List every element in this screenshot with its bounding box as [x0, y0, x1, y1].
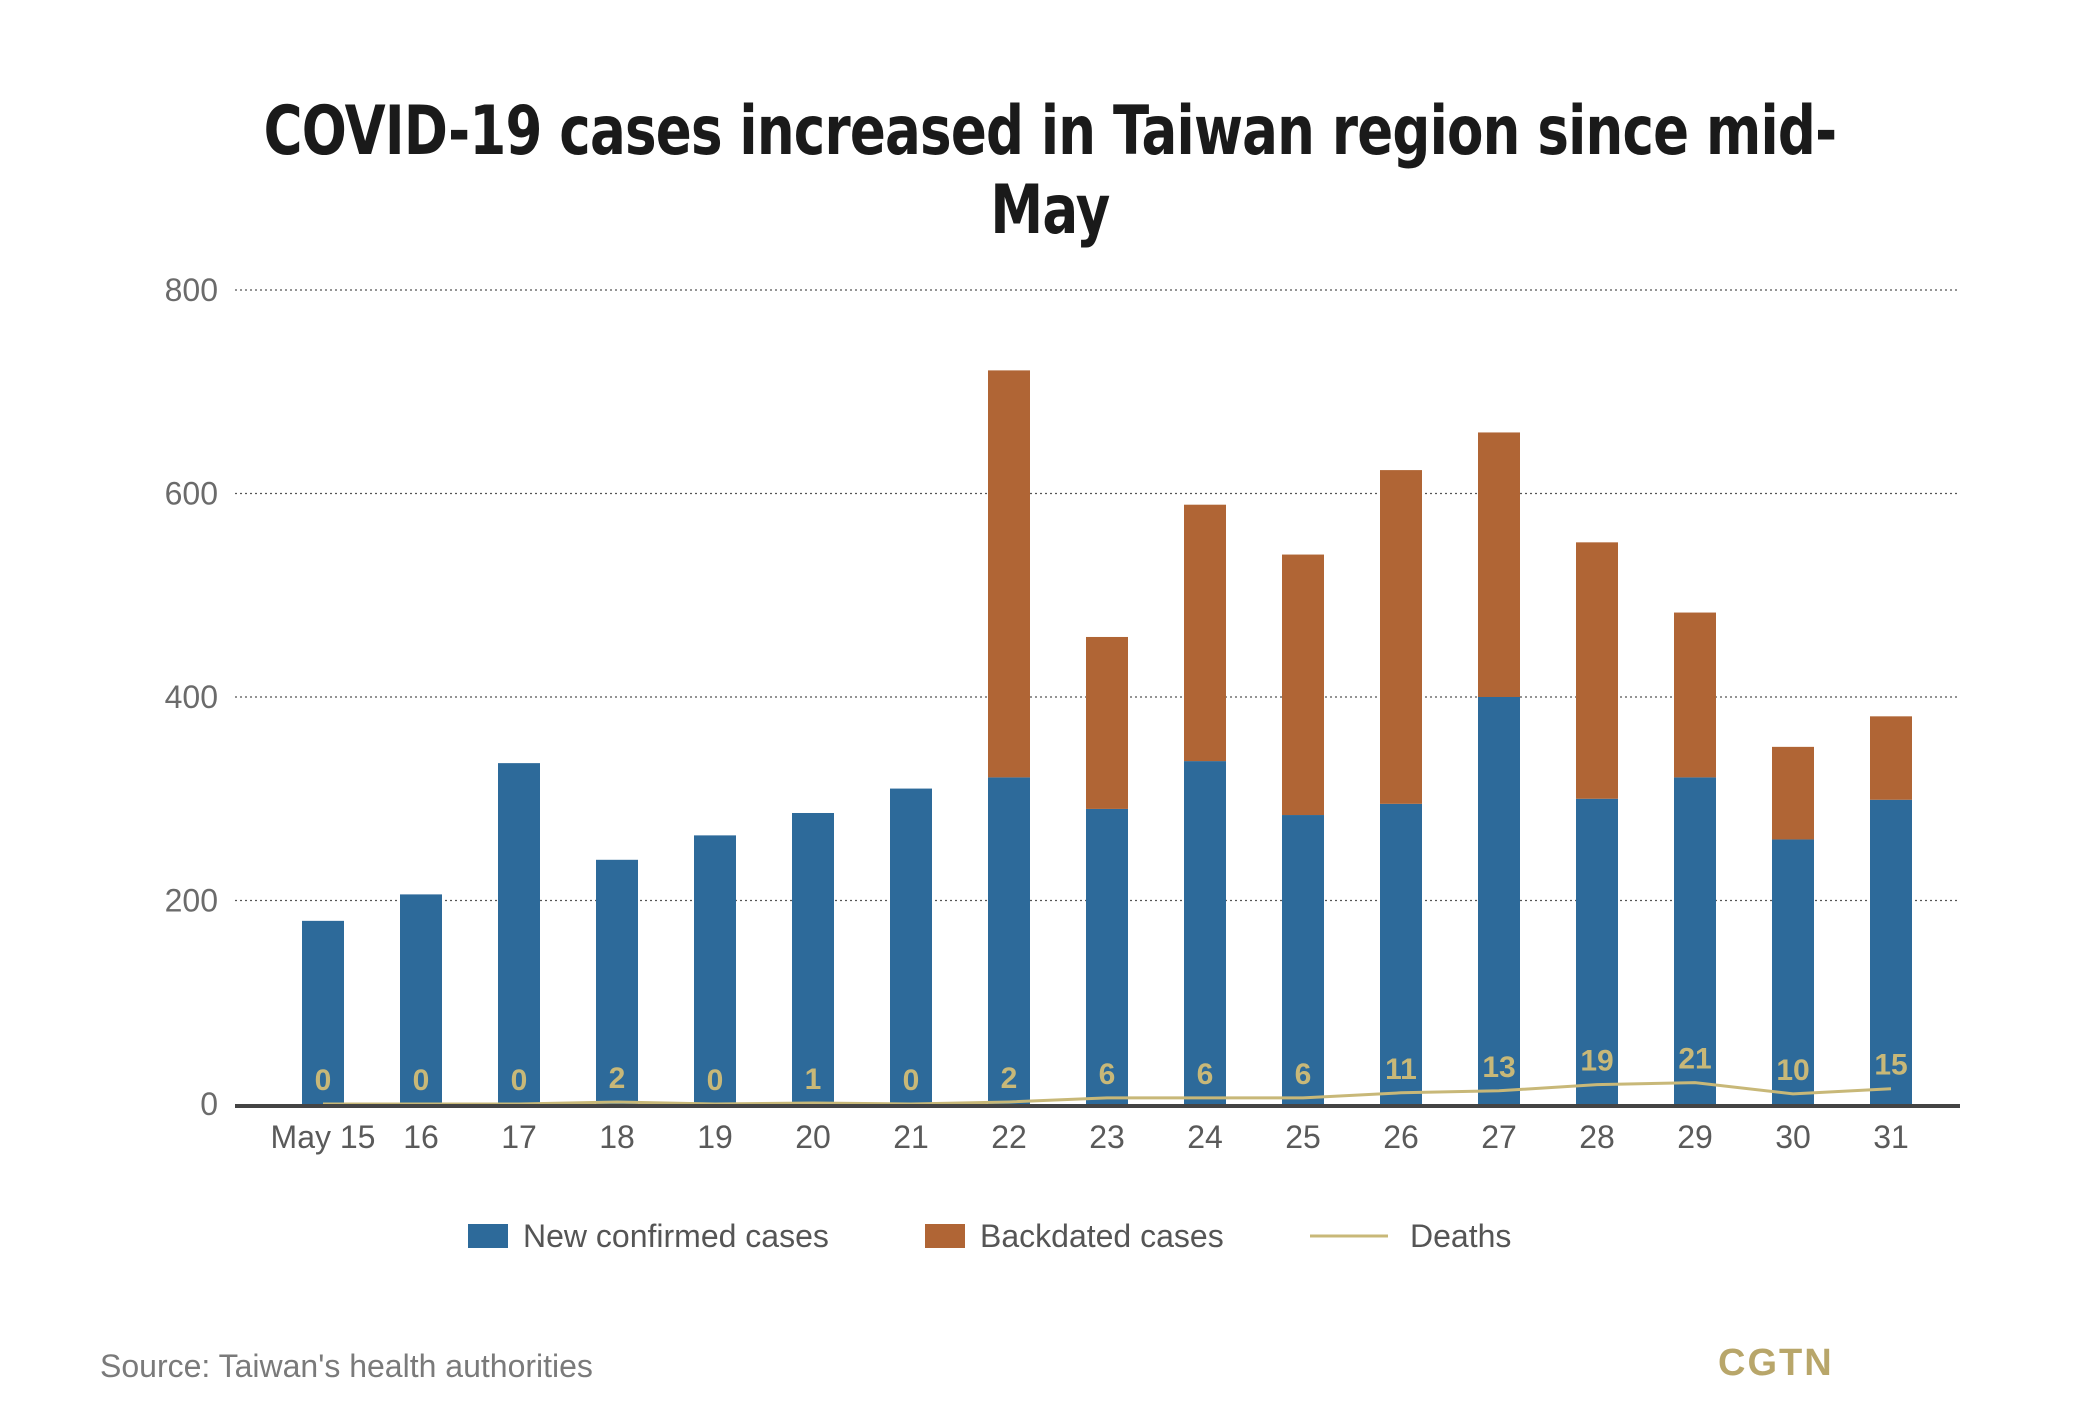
- death-value-label: 21: [1678, 1043, 1711, 1076]
- y-tick-label: 400: [165, 679, 218, 715]
- bar-new-confirmed: [1380, 803, 1422, 1104]
- y-tick-label: 800: [165, 272, 218, 308]
- death-value-label: 6: [1197, 1058, 1214, 1091]
- x-tick-label: 29: [1677, 1119, 1713, 1155]
- y-tick-label: 0: [200, 1086, 218, 1122]
- bar-backdated: [1184, 504, 1226, 762]
- deaths-line: [323, 1081, 1892, 1106]
- legend-label: Backdated cases: [980, 1218, 1224, 1254]
- bar-backdated: [1870, 716, 1912, 800]
- x-tick-label: 16: [403, 1119, 439, 1155]
- bar-new-confirmed: [1870, 799, 1912, 1104]
- legend-swatch: [468, 1224, 508, 1248]
- bar-backdated: [1772, 746, 1814, 840]
- bar-new-confirmed: [792, 812, 834, 1104]
- death-value-label: 0: [707, 1064, 724, 1097]
- bar-backdated: [1086, 636, 1128, 809]
- x-tick-label: 31: [1873, 1119, 1909, 1155]
- legend-label: Deaths: [1410, 1218, 1511, 1254]
- legend-swatch: [925, 1224, 965, 1248]
- deaths-line-group: [323, 1081, 1892, 1106]
- x-tick-label: 25: [1285, 1119, 1321, 1155]
- legend: New confirmed cases Backdated cases Deaths: [468, 1218, 1511, 1254]
- bar-new-confirmed: [596, 859, 638, 1104]
- bar-new-confirmed: [890, 788, 932, 1104]
- bar-new-confirmed: [1674, 777, 1716, 1104]
- death-value-label: 15: [1874, 1049, 1907, 1082]
- death-labels: 0 0 0 2 0 1 0 2 6 6 6 11 13 19 21 10 15: [315, 1043, 1908, 1097]
- death-value-label: 6: [1099, 1058, 1116, 1091]
- death-value-label: 0: [315, 1064, 332, 1097]
- bar-backdated: [1674, 612, 1716, 778]
- source-note: Source: Taiwan's health authorities: [100, 1348, 593, 1384]
- death-value-label: 0: [413, 1064, 430, 1097]
- bar-new-confirmed: [1772, 839, 1814, 1104]
- y-tick-label: 600: [165, 476, 218, 512]
- bar-new-confirmed: [1184, 761, 1226, 1104]
- x-tick-label: 22: [991, 1119, 1027, 1155]
- x-tick-label: 20: [795, 1119, 831, 1155]
- death-value-label: 0: [903, 1064, 920, 1097]
- x-tick-label: 19: [697, 1119, 733, 1155]
- chart-title: COVID-19 cases increased in Taiwan regio…: [263, 92, 1837, 250]
- bar-new-confirmed: [1086, 808, 1128, 1104]
- bar-backdated: [1282, 554, 1324, 816]
- x-tick-label: 26: [1383, 1119, 1419, 1155]
- death-value-label: 10: [1776, 1054, 1809, 1087]
- bars: [302, 370, 1912, 1104]
- bar-new-confirmed: [498, 763, 540, 1104]
- x-tick-label: May 15: [271, 1119, 376, 1155]
- y-axis-ticks: 0 200 400 600 800: [165, 272, 218, 1122]
- x-tick-label: 28: [1579, 1119, 1615, 1155]
- death-value-label: 11: [1385, 1053, 1417, 1086]
- bar-new-confirmed: [1576, 798, 1618, 1104]
- bar-backdated: [1478, 432, 1520, 697]
- bar-new-confirmed: [1282, 815, 1324, 1104]
- x-tick-label: 30: [1775, 1119, 1811, 1155]
- death-value-label: 2: [609, 1062, 626, 1095]
- x-tick-label: 21: [893, 1119, 929, 1155]
- y-tick-label: 200: [165, 883, 218, 919]
- bar-backdated: [988, 370, 1030, 778]
- x-tick-label: 23: [1089, 1119, 1125, 1155]
- death-value-label: 1: [805, 1063, 822, 1096]
- bar-new-confirmed: [400, 894, 442, 1104]
- bar-new-confirmed: [988, 777, 1030, 1104]
- cgtn-logo: CGTN: [1718, 1342, 1834, 1384]
- death-value-label: 13: [1482, 1051, 1515, 1084]
- bar-backdated: [1576, 542, 1618, 799]
- x-tick-label: 27: [1481, 1119, 1517, 1155]
- death-value-label: 0: [511, 1064, 528, 1097]
- x-tick-label: 24: [1187, 1119, 1223, 1155]
- death-value-label: 6: [1295, 1058, 1312, 1091]
- legend-label: New confirmed cases: [523, 1218, 829, 1254]
- x-tick-label: 17: [501, 1119, 537, 1155]
- bar-new-confirmed: [302, 920, 344, 1104]
- bar-backdated: [1380, 470, 1422, 804]
- death-value-label: 19: [1580, 1045, 1613, 1078]
- bar-new-confirmed: [694, 835, 736, 1104]
- bar-new-confirmed: [1478, 697, 1520, 1104]
- x-axis-ticks: May 15 16 17 18 19 20 21 22 23 24 25 26 27 28 29 30 31: [271, 1119, 1909, 1155]
- death-value-label: 2: [1001, 1062, 1018, 1095]
- x-tick-label: 18: [599, 1119, 635, 1155]
